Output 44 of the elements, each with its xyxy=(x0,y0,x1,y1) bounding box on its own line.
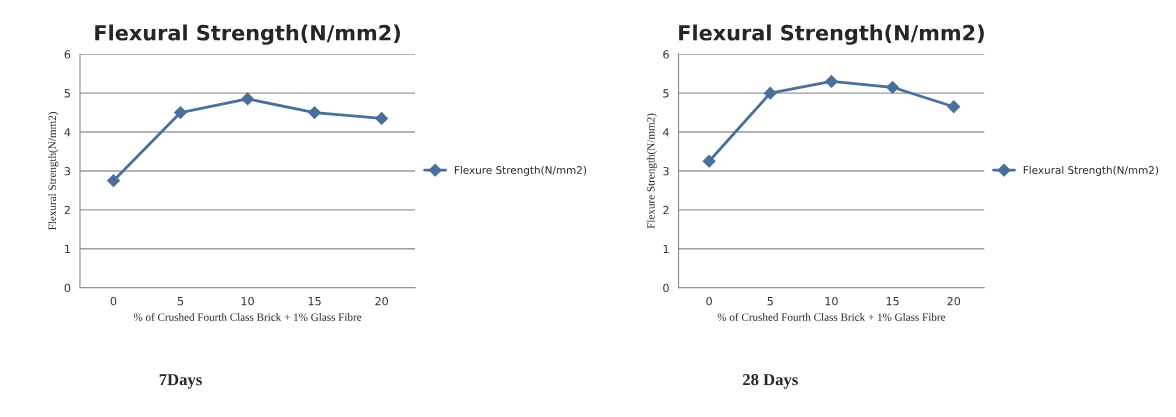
x-axis-title: % of Crushed Fourth Class Brick + 1% Glass Fibre xyxy=(717,312,946,321)
y-tick-label: 3 xyxy=(64,166,71,176)
x-tick-label: 0 xyxy=(110,296,117,306)
y-tick-label: 0 xyxy=(663,283,669,293)
point xyxy=(702,154,716,168)
legend-label: Flexural Strength(N/mm2) xyxy=(1023,165,1159,177)
point xyxy=(886,80,899,94)
x-tick-label: 15 xyxy=(886,297,899,306)
y-axis-title: Flexure Strength(N/mm2) xyxy=(646,113,657,229)
y-tick-label: 1 xyxy=(65,244,70,254)
point xyxy=(107,174,120,188)
x-tick-label: 10 xyxy=(241,296,254,306)
point xyxy=(241,92,254,106)
y-tick-label: 6 xyxy=(64,50,71,59)
y-tick-label: 3 xyxy=(663,166,669,176)
y-tick-label: 4 xyxy=(663,128,669,137)
point xyxy=(763,86,777,100)
chart-title: Flexural Strength(N/mm2) xyxy=(679,24,984,45)
y-tick-label: 6 xyxy=(663,50,669,59)
point xyxy=(947,100,961,114)
x-tick-label: 10 xyxy=(825,296,838,306)
x-axis-title: % of Crushed Fourth Class Brick + 1% Glass Fibre xyxy=(133,312,362,321)
y-axis-title: Flexural Strength(N/mm2) xyxy=(48,112,59,231)
x-tick-label: 5 xyxy=(767,297,773,306)
x-tick-label: 20 xyxy=(375,296,388,306)
y-tick-label: 1 xyxy=(663,244,669,254)
y-tick-label: 2 xyxy=(663,205,669,215)
point xyxy=(174,106,187,119)
x-tick-label: 20 xyxy=(947,296,961,306)
chart-title: Flexural Strength(N/mm2) xyxy=(95,24,400,45)
y-tick-label: 5 xyxy=(64,89,70,98)
y-tick-label: 2 xyxy=(64,205,70,215)
point xyxy=(825,75,838,88)
text: 28 Days xyxy=(742,374,798,389)
x-tick-label: 5 xyxy=(177,297,184,306)
x-tick-label: 15 xyxy=(308,297,321,306)
legend-label: Flexure Strength(N/mm2) xyxy=(454,165,587,177)
point xyxy=(308,106,321,119)
y-tick-label: 4 xyxy=(64,128,71,137)
point xyxy=(375,112,389,125)
y-tick-label: 0 xyxy=(64,283,71,293)
text: 7Days xyxy=(159,374,202,389)
y-tick-label: 5 xyxy=(663,89,669,98)
x-tick-label: 0 xyxy=(706,296,712,306)
